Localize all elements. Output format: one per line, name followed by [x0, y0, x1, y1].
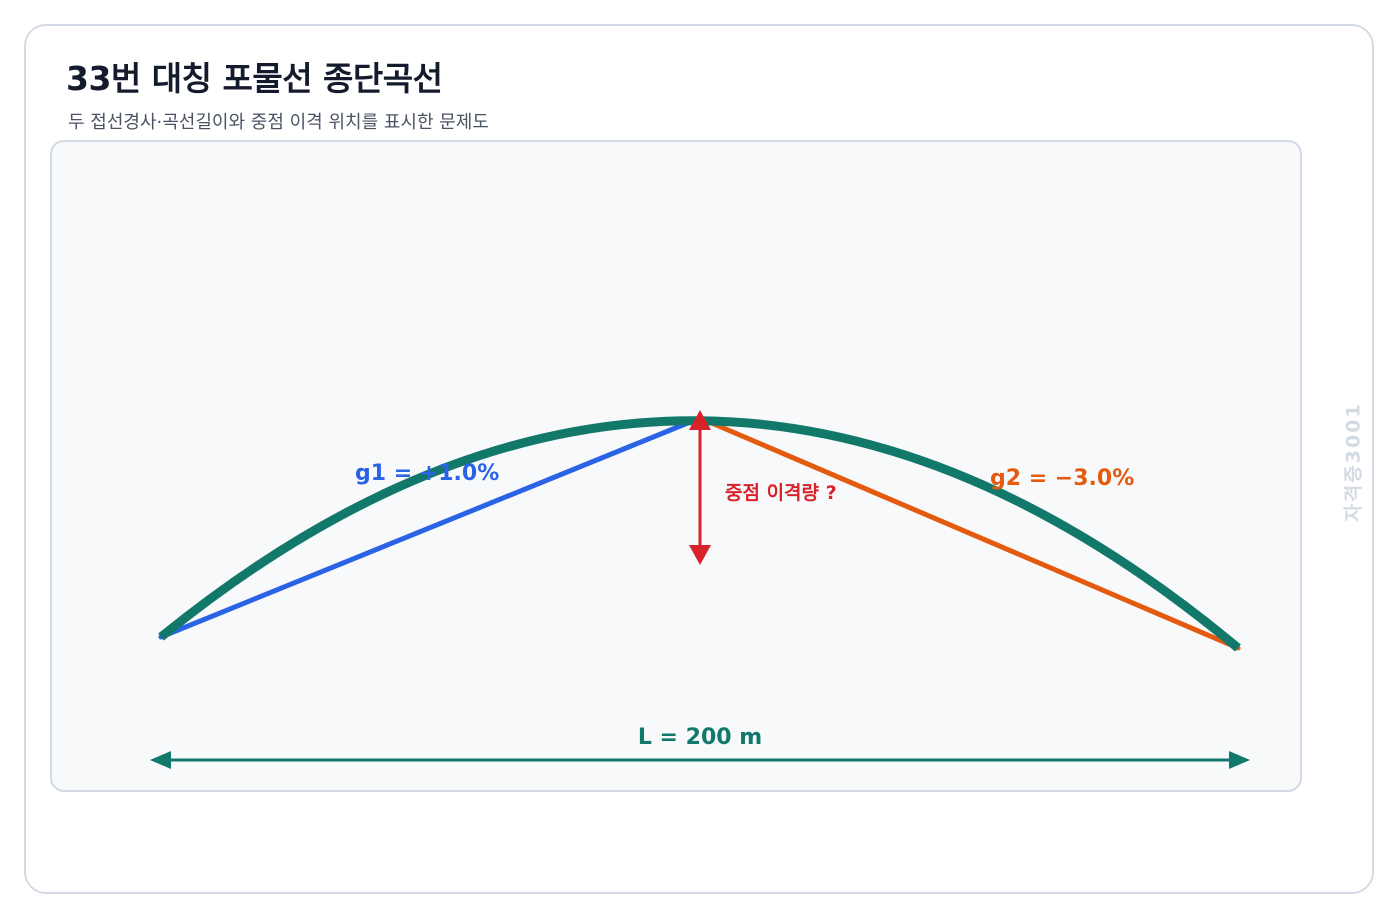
offset-label: 중점 이격량 ?	[725, 482, 837, 504]
length-label: L = 200 m	[638, 725, 762, 750]
grade-in-tangent	[158, 415, 703, 640]
diagram-panel	[50, 140, 1302, 792]
length-dimension-arrow	[150, 751, 1250, 769]
page-subtitle: 두 접선경사·곡선길이와 중점 이격 위치를 표시한 문제도	[68, 112, 489, 133]
offset-arrow	[689, 410, 711, 565]
grade-in-label: g1 = +1.0%	[355, 461, 499, 486]
watermark: 자격증3001	[1342, 402, 1365, 522]
grade-out-tangent	[697, 415, 1241, 651]
page-title: 33번 대칭 포물선 종단곡선	[66, 59, 443, 98]
grade-out-label: g2 = −3.0%	[990, 466, 1134, 491]
